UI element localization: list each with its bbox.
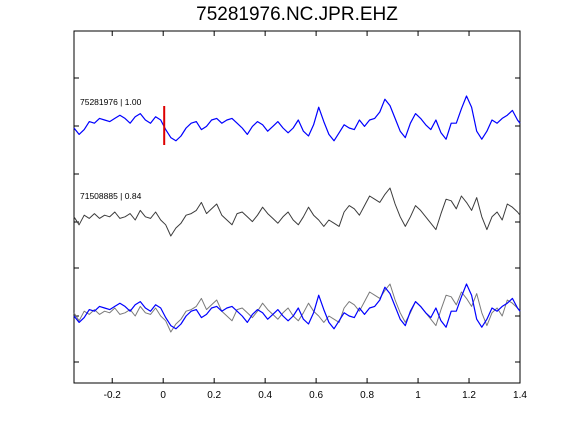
trace-label-reference: 75281976 | 1.00 [80, 97, 142, 107]
x-tick-label: 1.2 [462, 390, 476, 401]
x-tick-label: 1 [415, 390, 421, 401]
chart-title: 75281976.NC.JPR.EHZ [196, 4, 398, 25]
trace-labels: 75281976 | 1.00 71508885 | 0.84 [80, 97, 142, 201]
traces-layer [73, 95, 521, 333]
x-tick-label: -0.2 [104, 390, 122, 401]
x-tick-label: 0.8 [360, 390, 374, 401]
x-tick-label: 0 [160, 390, 166, 401]
plot-frame [73, 30, 521, 384]
x-tick-label: 0.2 [207, 390, 221, 401]
overlay-line-match [73, 283, 521, 333]
x-axis: -0.2 0 0.2 0.4 0.6 0.8 1 1.2 1.4 [104, 31, 527, 401]
x-tick-label: 0.4 [258, 390, 272, 401]
overlay-line-reference [73, 283, 521, 330]
x-tick-label: 0.6 [309, 390, 323, 401]
plot-border [73, 30, 521, 384]
x-tick-label: 1.4 [513, 390, 527, 401]
trace-line-reference [73, 95, 521, 142]
trace-line-match [73, 187, 521, 237]
trace-label-match: 71508885 | 0.84 [80, 191, 142, 201]
